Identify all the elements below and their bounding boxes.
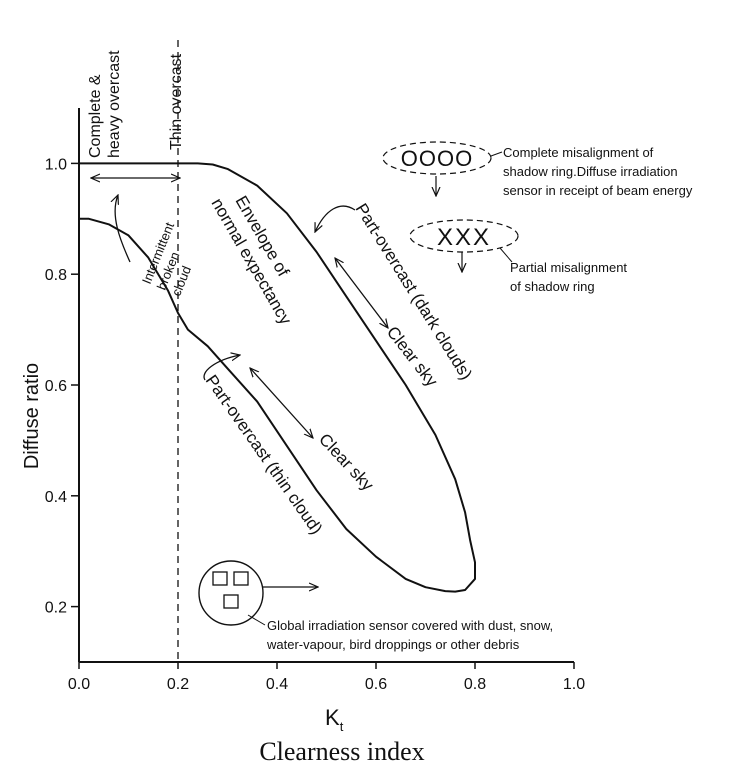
intermittent-cloud-pointer [115, 195, 131, 263]
thin-cloud-pointer [203, 355, 240, 381]
x-tick-label: 0.0 [68, 676, 90, 693]
debris-line1: Global irradiation sensor covered with d… [267, 618, 553, 633]
debris-line2: water-vapour, bird droppings or other de… [266, 637, 520, 652]
y-tick-label: 0.4 [45, 489, 67, 506]
debris-square [223, 594, 239, 609]
y-tick-label: 0.2 [45, 600, 67, 617]
debris-square [233, 571, 249, 586]
debris-square [212, 571, 228, 586]
complete-misalignment-line1: Complete misalignment of [503, 145, 654, 160]
envelope-annotation: Envelope of normal expectancy [207, 193, 295, 329]
x-axis-label-subscript: t [340, 719, 344, 734]
complete-misalignment-line2: shadow ring.Diffuse irradiation [503, 164, 678, 179]
y-tick-label: 0.8 [45, 267, 67, 284]
x-tick-label: 1.0 [563, 676, 585, 693]
clear-sky-lower-label: Clear sky [315, 430, 378, 495]
upper-clear-sky-arrow [335, 258, 388, 328]
overcast-label-line2: heavy overcast [106, 50, 123, 158]
y-tick-label: 0.6 [45, 378, 67, 395]
intermittent-cloud-annotation: Intermittent broken cloud [139, 220, 194, 298]
circles-leader-line [490, 151, 503, 157]
x-tick-label: 0.6 [365, 676, 387, 693]
x-axis-ticks: 0.0 0.2 0.4 0.6 0.8 1.0 [68, 662, 585, 693]
axes [78, 108, 574, 663]
thin-overcast-label: Thin overcast [168, 53, 185, 150]
partial-misalignment-ellipse [409, 219, 519, 253]
circles-symbol: OOOO [401, 146, 473, 171]
debris-leader-line [247, 614, 266, 626]
lower-clear-sky-arrow [250, 368, 313, 438]
dark-clouds-pointer [315, 205, 356, 232]
y-axis-ticks: 0.2 0.4 0.6 0.8 1.0 [45, 156, 79, 617]
series-layer [79, 40, 476, 662]
x-tick-label: 0.2 [167, 676, 189, 693]
x-tick-label: 0.4 [266, 676, 288, 693]
overcast-label-line1: Complete & [87, 74, 104, 158]
complete-misalignment-ellipse [382, 141, 492, 175]
crosses-leader-line [499, 247, 513, 263]
partial-misalignment-line2: of shadow ring [510, 279, 595, 294]
x-axis-caption: Clearness index [259, 737, 424, 766]
x-axis-label: Kt [325, 705, 344, 734]
crosses-symbol: XXX [437, 224, 491, 251]
envelope-curve [79, 162, 476, 593]
y-axis-label: Diffuse ratio [21, 363, 43, 469]
partial-misalignment-line1: Partial misalignment [510, 260, 627, 275]
part-overcast-thin-label: Part-overcast (thin cloud) [202, 371, 326, 537]
y-tick-label: 1.0 [45, 156, 67, 173]
x-axis-label-main: K [325, 705, 340, 730]
sensor-debris-circle [198, 560, 264, 626]
x-tick-label: 0.8 [464, 676, 486, 693]
complete-misalignment-line3: sensor in receipt of beam energy [503, 183, 693, 198]
